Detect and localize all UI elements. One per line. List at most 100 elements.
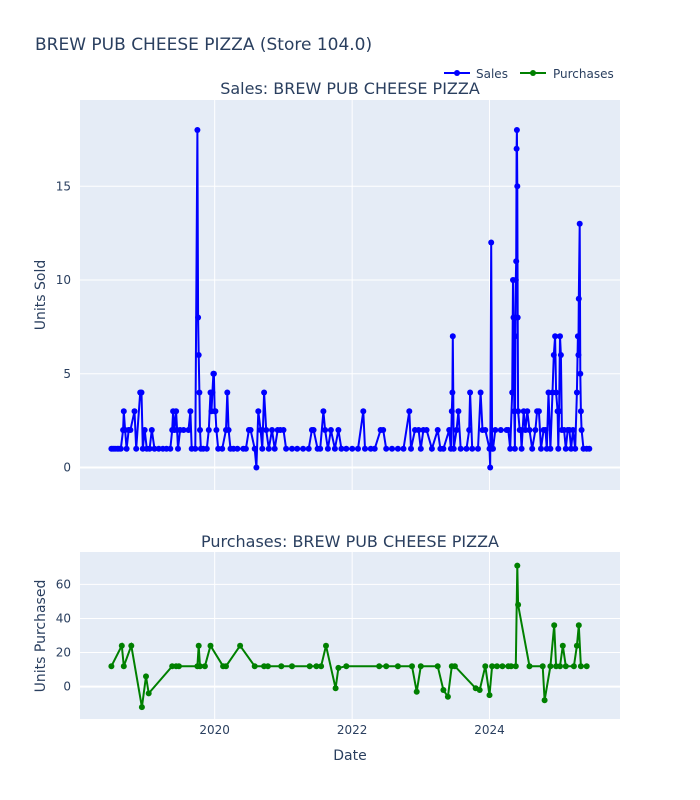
- sales-data-point: [415, 427, 422, 433]
- sales-data-point: [518, 445, 525, 452]
- sales-data-point: [247, 427, 254, 433]
- sales-data-point: [505, 427, 512, 433]
- sales-data-point: [389, 445, 395, 452]
- purchases-subplot: Purchases: BREW PUB CHEESE PIZZA 0 20 40 60…: [33, 532, 620, 764]
- purchases-data-point: [120, 663, 127, 670]
- sales-data-point: [394, 445, 401, 452]
- purchases-data-point: [575, 622, 582, 629]
- sales-data-point: [146, 445, 153, 452]
- sales-data-point: [492, 427, 499, 433]
- sales-data-point: [380, 427, 387, 433]
- sales-data-point: [497, 427, 504, 433]
- sales-data-point: [449, 389, 456, 396]
- sales-data-point: [269, 427, 275, 433]
- sales-data-point: [512, 277, 519, 283]
- sales-data-point: [259, 445, 266, 452]
- legend[interactable]: Sales Purchases: [444, 67, 614, 81]
- sales-data-point: [327, 427, 334, 433]
- x-tick-label: 2024: [474, 723, 505, 737]
- legend-item-purchases[interactable]: Purchases: [520, 67, 614, 81]
- sales-data-point: [475, 445, 481, 452]
- sales-data-point: [141, 427, 148, 433]
- sales-data-point: [355, 445, 361, 452]
- purchases-data-point: [417, 663, 424, 670]
- purchases-data-point: [512, 663, 519, 670]
- sales-data-point: [195, 314, 202, 321]
- sales-data-point: [257, 427, 264, 433]
- purchases-data-point: [562, 663, 569, 670]
- sales-data-point: [487, 464, 494, 471]
- purchases-data-point: [223, 663, 229, 670]
- purchases-data-point: [434, 663, 441, 670]
- purchases-data-point: [201, 663, 208, 670]
- y-tick-label: 40: [56, 611, 71, 625]
- sales-data-point: [343, 445, 350, 452]
- sales-data-point: [251, 445, 258, 452]
- figure-title: BREW PUB CHEESE PIZZA (Store 104.0): [35, 35, 372, 55]
- purchases-data-point: [207, 642, 214, 649]
- y-tick-label: 0: [63, 680, 71, 694]
- purchases-data-point: [451, 663, 458, 670]
- x-tick-labels: 2020 2022 2024: [199, 723, 504, 737]
- sales-data-point: [209, 389, 216, 396]
- purchases-y-axis-label: Units Purchased: [33, 580, 49, 693]
- sales-data-point: [547, 445, 554, 452]
- sales-data-point: [192, 445, 199, 452]
- legend-item-sales[interactable]: Sales: [444, 67, 508, 81]
- sales-data-point: [265, 445, 272, 452]
- sales-data-point: [151, 445, 158, 452]
- legend-purchases-marker: [530, 70, 536, 76]
- sales-data-point: [234, 445, 241, 452]
- sales-data-point: [167, 445, 174, 452]
- purchases-points: [108, 562, 590, 711]
- sales-data-point: [324, 445, 331, 452]
- sales-data-point: [446, 427, 453, 433]
- purchases-data-point: [515, 601, 522, 608]
- sales-data-point: [434, 427, 441, 433]
- sales-data-point: [138, 389, 145, 396]
- sales-data-point: [255, 408, 262, 415]
- sales-data-point: [482, 427, 489, 433]
- purchases-data-point: [343, 663, 350, 670]
- sales-data-point: [360, 408, 367, 415]
- sales-data-point: [331, 445, 338, 452]
- sales-y-tick-labels: 0 5 10 15: [56, 179, 71, 474]
- sales-data-point: [477, 389, 484, 396]
- purchases-data-point: [551, 622, 558, 629]
- purchases-data-point: [394, 663, 401, 670]
- sales-data-point: [578, 427, 585, 433]
- sales-data-point: [556, 408, 563, 415]
- sales-data-point: [449, 333, 456, 340]
- purchases-data-point: [289, 663, 295, 670]
- sales-data-point: [466, 427, 473, 433]
- sales-data-point: [440, 445, 447, 452]
- sales-data-point: [532, 427, 539, 433]
- sales-data-point: [562, 445, 569, 452]
- sales-data-point: [568, 445, 575, 452]
- sales-gridlines: [80, 100, 620, 490]
- sales-data-point: [577, 370, 584, 377]
- sales-data-point: [155, 445, 162, 452]
- purchases-data-point: [118, 642, 125, 649]
- sales-data-point: [557, 352, 564, 358]
- sales-data-point: [570, 427, 576, 433]
- purchases-data-point: [383, 663, 390, 670]
- sales-data-point: [572, 445, 579, 452]
- sales-data-point: [212, 408, 219, 415]
- sales-data-point: [513, 145, 520, 152]
- sales-data-point: [400, 445, 407, 452]
- purchases-data-point: [489, 663, 496, 670]
- purchases-data-point: [541, 697, 548, 704]
- purchases-data-point: [108, 663, 115, 670]
- purchases-data-point: [143, 673, 149, 680]
- sales-data-point: [253, 464, 260, 471]
- purchases-data-point: [175, 663, 182, 670]
- sales-data-point: [488, 239, 495, 246]
- sales-data-point: [205, 427, 212, 433]
- sales-y-axis-label: Units Sold: [33, 260, 49, 330]
- sales-data-point: [300, 445, 307, 452]
- purchases-data-point: [557, 663, 563, 670]
- sales-data-point: [538, 445, 544, 452]
- sales-data-point: [542, 427, 549, 433]
